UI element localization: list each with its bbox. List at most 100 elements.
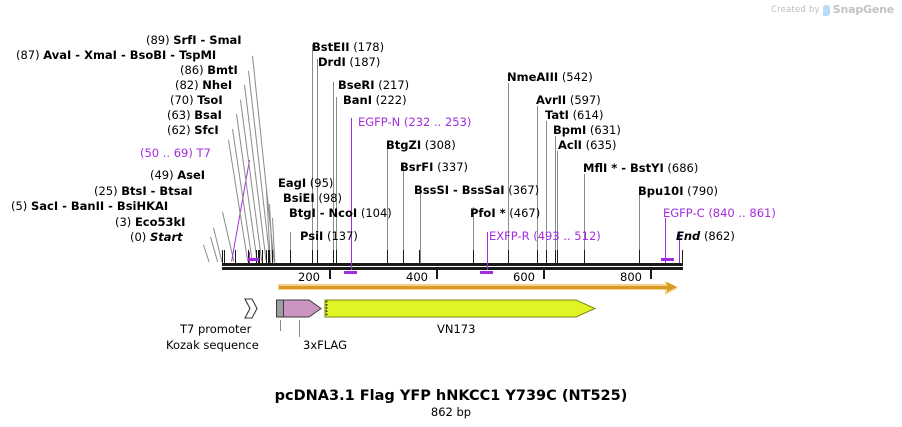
feature-name: T7 bbox=[196, 146, 211, 160]
ruler-label-400: 400 bbox=[406, 270, 428, 284]
enzyme-label-tati[interactable]: TatI (614) bbox=[545, 109, 604, 121]
feature-range: (840 .. 861) bbox=[708, 206, 776, 220]
enzyme-label-bpu10i[interactable]: Bpu10I (790) bbox=[638, 185, 718, 197]
enzyme-label-mfli[interactable]: MflI * - BstYI (686) bbox=[583, 162, 698, 174]
enzyme-name: AvaI - XmaI - BsoBI - TspMI bbox=[43, 48, 217, 62]
enzyme-label-eco53ki[interactable]: (3) Eco53kI bbox=[115, 216, 185, 228]
enzyme-label-drdi[interactable]: DrdI (187) bbox=[318, 56, 380, 68]
feature-mark-egfp-n bbox=[344, 271, 357, 274]
enzyme-name: Bpu10I bbox=[638, 184, 684, 198]
enzyme-position: (790) bbox=[687, 184, 719, 198]
enzyme-label-acli[interactable]: AclI (635) bbox=[558, 139, 617, 151]
enzyme-label-btgzi[interactable]: BtgZI (308) bbox=[386, 139, 456, 151]
enzyme-name: TsoI bbox=[197, 93, 223, 107]
watermark-prefix: Created by bbox=[770, 4, 820, 15]
enzyme-position: (367) bbox=[508, 183, 540, 197]
enzyme-position: (217) bbox=[378, 78, 410, 92]
ruler-tick-200 bbox=[329, 270, 331, 279]
enzyme-position: (104) bbox=[360, 206, 392, 220]
feature-mark-t7 bbox=[248, 258, 259, 261]
enzyme-position: (614) bbox=[572, 108, 604, 122]
enzyme-position: (542) bbox=[561, 70, 593, 84]
ruler-label-600: 600 bbox=[513, 270, 535, 284]
feature-text-3xflag[interactable]: 3xFLAG bbox=[303, 338, 347, 352]
marker-label-end[interactable]: End (862) bbox=[676, 230, 735, 242]
feature-arrow-vn173[interactable] bbox=[324, 299, 596, 318]
enzyme-label-btsi[interactable]: (25) BtsI - BtsaI bbox=[94, 185, 193, 197]
marker-label-start[interactable]: (0) Start bbox=[130, 231, 183, 243]
marker-position: (0) bbox=[130, 230, 147, 244]
enzyme-position: (25) bbox=[94, 184, 118, 198]
enzyme-position: (62) bbox=[167, 123, 191, 137]
feature-label-t7[interactable]: (50 .. 69) T7 bbox=[140, 147, 211, 159]
enzyme-name: BseRI bbox=[338, 78, 375, 92]
marker-name: Start bbox=[149, 230, 183, 244]
enzyme-position: (63) bbox=[167, 108, 191, 122]
feature-text-kozak[interactable]: Kozak sequence bbox=[166, 338, 259, 352]
feature-label-exfp-r[interactable]: EXFP-R (493 .. 512) bbox=[489, 230, 601, 242]
enzyme-label-avai[interactable]: (87) AvaI - XmaI - BsoBI - TspMI bbox=[16, 49, 216, 61]
enzyme-name: BsaI bbox=[194, 108, 222, 122]
feature-label-egfp-n[interactable]: EGFP-N (232 .. 253) bbox=[358, 116, 471, 128]
enzyme-label-pfoi[interactable]: PfoI * (467) bbox=[470, 207, 540, 219]
3xflag-arrow-icon bbox=[276, 299, 322, 318]
enzyme-label-bpmi[interactable]: BpmI (631) bbox=[553, 124, 621, 136]
enzyme-label-bani[interactable]: BanI (222) bbox=[343, 94, 407, 106]
enzyme-name: PsiI bbox=[300, 229, 324, 243]
ruler-bar-bottom bbox=[222, 267, 683, 270]
enzyme-label-bsteii[interactable]: BstEII (178) bbox=[312, 41, 384, 53]
feature-range: (493 .. 512) bbox=[533, 229, 601, 243]
page-subtitle: 862 bp bbox=[430, 405, 472, 419]
enzyme-name: SrfI - SmaI bbox=[173, 33, 242, 47]
ruler-tick-600 bbox=[543, 270, 545, 279]
enzyme-name: BtgI - NcoI bbox=[289, 206, 358, 220]
enzyme-position: (337) bbox=[437, 160, 469, 174]
enzyme-name: AclI bbox=[558, 138, 582, 152]
enzyme-label-sfci[interactable]: (62) SfcI bbox=[167, 124, 219, 136]
feature-label-egfp-c[interactable]: EGFP-C (840 .. 861) bbox=[663, 207, 776, 219]
feature-text-t7-promoter[interactable]: T7 promoter bbox=[180, 322, 252, 336]
marker-position: (862) bbox=[703, 229, 735, 243]
feature-arrow-t7-promoter[interactable] bbox=[243, 298, 260, 319]
enzyme-position: (597) bbox=[569, 93, 601, 107]
enzyme-position: (137) bbox=[326, 229, 358, 243]
enzyme-label-psii[interactable]: PsiI (137) bbox=[300, 230, 358, 242]
ruler-label-200: 200 bbox=[298, 270, 320, 284]
feature-name: EGFP-N bbox=[358, 115, 401, 129]
enzyme-label-avrii[interactable]: AvrII (597) bbox=[536, 94, 601, 106]
enzyme-name: BmtI bbox=[207, 63, 238, 77]
feature-range: (232 .. 253) bbox=[403, 115, 472, 129]
enzyme-label-bsiei[interactable]: BsiEI (98) bbox=[283, 192, 342, 204]
feature-text-vn173[interactable]: VN173 bbox=[437, 322, 476, 336]
enzyme-label-eagi[interactable]: EagI (95) bbox=[278, 177, 333, 189]
enzyme-label-bsai[interactable]: (63) BsaI bbox=[167, 109, 222, 121]
enzyme-name: MflI * - BstYI bbox=[583, 161, 664, 175]
snapgene-logo-icon bbox=[822, 5, 830, 16]
enzyme-position: (89) bbox=[146, 33, 170, 47]
ruler-bar-top bbox=[222, 263, 683, 266]
enzyme-position: (49) bbox=[150, 168, 174, 182]
enzyme-label-btgi[interactable]: BtgI - NcoI (104) bbox=[289, 207, 392, 219]
ruler-tick-800 bbox=[650, 270, 652, 279]
enzyme-label-srfi[interactable]: (89) SrfI - SmaI bbox=[146, 34, 242, 46]
enzyme-position: (86) bbox=[180, 63, 204, 77]
enzyme-name: PfoI * bbox=[470, 206, 506, 220]
feature-range: (50 .. 69) bbox=[140, 146, 193, 160]
enzyme-label-bmti[interactable]: (86) BmtI bbox=[180, 64, 238, 76]
enzyme-label-bsrfi[interactable]: BsrFI (337) bbox=[400, 161, 468, 173]
enzyme-label-saci[interactable]: (5) SacI - BanII - BsiHKAI bbox=[11, 200, 168, 212]
enzyme-name: TatI bbox=[545, 108, 569, 122]
enzyme-label-nmeaiii[interactable]: NmeAIII (542) bbox=[507, 71, 593, 83]
enzyme-label-asei[interactable]: (49) AseI bbox=[150, 169, 205, 181]
enzyme-name: BstEII bbox=[312, 40, 350, 54]
watermark-brand: SnapGene bbox=[832, 3, 894, 16]
enzyme-position: (5) bbox=[11, 199, 28, 213]
enzyme-name: AvrII bbox=[536, 93, 567, 107]
enzyme-label-nhei[interactable]: (82) NheI bbox=[175, 79, 232, 91]
feature-arrow-3xflag[interactable] bbox=[276, 299, 322, 318]
enzyme-label-bsssi[interactable]: BssSI - BssSaI (367) bbox=[414, 184, 539, 196]
enzyme-label-tsoi[interactable]: (70) TsoI bbox=[170, 94, 223, 106]
flag-leader bbox=[299, 320, 300, 337]
enzyme-label-bseri[interactable]: BseRI (217) bbox=[338, 79, 409, 91]
